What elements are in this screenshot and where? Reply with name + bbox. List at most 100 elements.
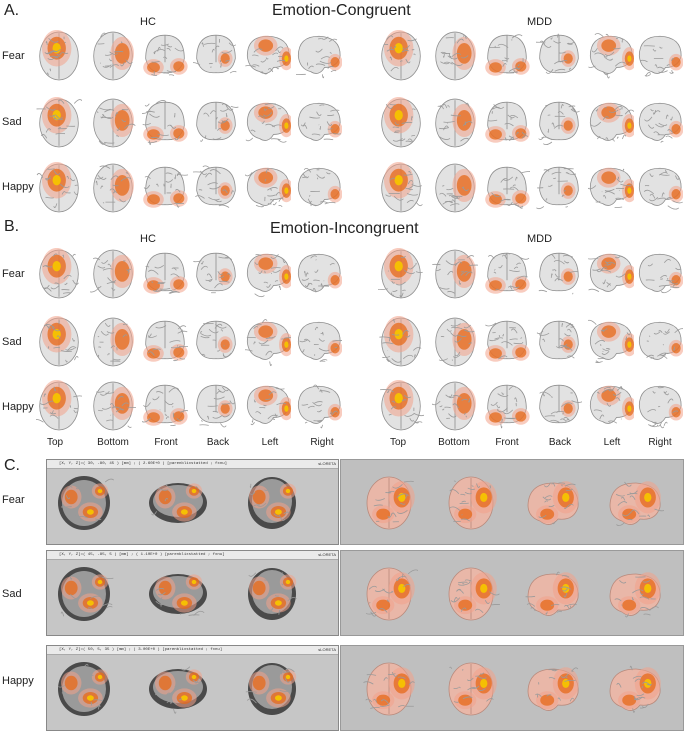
brain-incongruent-mdd-happy-bottom [432, 380, 478, 432]
brain-congruent-hc-fear-left [245, 30, 291, 82]
view-label-front-hc: Front [154, 437, 178, 448]
cortex-render-fear-4 [606, 475, 664, 531]
panel-a-title: Emotion-Congruent [272, 2, 411, 19]
view-label-left-mdd: Left [603, 437, 621, 448]
brain-incongruent-mdd-sad-right [637, 316, 683, 368]
panel-a-hc-label: HC [140, 16, 156, 28]
brain-incongruent-mdd-sad-bottom [432, 316, 478, 368]
cortex-render-fear-1 [360, 475, 418, 531]
panel-a-happy-label: Happy [2, 181, 34, 193]
view-label-front-mdd: Front [495, 437, 519, 448]
view-label-back-hc: Back [206, 437, 230, 448]
panel-c-sad-label: Sad [2, 588, 22, 600]
brain-incongruent-hc-happy-left [245, 380, 291, 432]
mni-slice-sad-sagittal [146, 564, 210, 624]
panel-b-fear-label: Fear [2, 268, 25, 280]
view-label-left-hc: Left [261, 437, 279, 448]
brain-congruent-hc-happy-left [245, 162, 291, 214]
sloreta-tag-sad: sLORETA [318, 552, 336, 557]
cortex-render-fear-2 [442, 475, 500, 531]
brain-incongruent-hc-fear-front [142, 248, 188, 300]
brain-congruent-mdd-happy-left [588, 162, 634, 214]
brain-incongruent-hc-sad-back [193, 316, 239, 368]
brain-congruent-hc-happy-front [142, 162, 188, 214]
view-label-bottom-mdd: Bottom [438, 437, 470, 448]
view-label-top-mdd: Top [389, 437, 407, 448]
brain-congruent-hc-happy-bottom [90, 162, 136, 214]
brain-incongruent-mdd-fear-left [588, 248, 634, 300]
brain-incongruent-mdd-sad-front [484, 316, 530, 368]
panel-c-fear-label: Fear [2, 494, 25, 506]
brain-congruent-hc-fear-back [193, 30, 239, 82]
brain-congruent-mdd-happy-front [484, 162, 530, 214]
brain-congruent-mdd-happy-top [378, 162, 424, 214]
view-label-bottom-hc: Bottom [97, 437, 129, 448]
brain-congruent-hc-fear-bottom [90, 30, 136, 82]
view-label-top-hc: Top [46, 437, 64, 448]
brain-incongruent-mdd-happy-top [378, 380, 424, 432]
brain-incongruent-hc-sad-left [245, 316, 291, 368]
brain-incongruent-hc-fear-back [193, 248, 239, 300]
panel-c-happy-label: Happy [2, 675, 34, 687]
brain-congruent-hc-sad-bottom [90, 97, 136, 149]
brain-congruent-mdd-sad-right [637, 97, 683, 149]
slice-header-fear: [X, Y, Z]=( 30, -80, 45 ) [mm] ; ( 2.60E… [47, 460, 338, 469]
brain-congruent-mdd-happy-back [536, 162, 582, 214]
brain-incongruent-mdd-sad-left [588, 316, 634, 368]
brain-congruent-hc-happy-top [36, 162, 82, 214]
cortex-render-happy-4 [606, 661, 664, 717]
brain-incongruent-mdd-fear-front [484, 248, 530, 300]
cortex-render-sad-3 [524, 566, 582, 622]
brain-incongruent-hc-sad-right [296, 316, 342, 368]
brain-congruent-mdd-fear-right [637, 30, 683, 82]
sloreta-tag-happy: sLORETA [318, 647, 336, 652]
brain-incongruent-hc-fear-bottom [90, 248, 136, 300]
brain-incongruent-hc-happy-back [193, 380, 239, 432]
brain-incongruent-mdd-happy-right [637, 380, 683, 432]
view-label-right-hc: Right [310, 437, 334, 448]
brain-congruent-hc-sad-top [36, 97, 82, 149]
mni-slice-sad-axial [52, 564, 116, 624]
panel-b-sad-label: Sad [2, 336, 22, 348]
brain-congruent-mdd-fear-left [588, 30, 634, 82]
brain-incongruent-mdd-fear-back [536, 248, 582, 300]
brain-congruent-mdd-fear-back [536, 30, 582, 82]
view-label-back-mdd: Back [548, 437, 572, 448]
view-label-right-mdd: Right [648, 437, 672, 448]
brain-incongruent-hc-sad-top [36, 316, 82, 368]
panel-a-sad-label: Sad [2, 116, 22, 128]
panel-a-letter: A. [4, 2, 20, 19]
mni-slice-happy-sagittal [146, 659, 210, 719]
cortex-render-sad-2 [442, 566, 500, 622]
brain-incongruent-hc-fear-right [296, 248, 342, 300]
brain-incongruent-hc-happy-front [142, 380, 188, 432]
panel-a-fear-label: Fear [2, 50, 25, 62]
cortex-render-happy-2 [442, 661, 500, 717]
brain-congruent-mdd-sad-left [588, 97, 634, 149]
brain-incongruent-hc-fear-left [245, 248, 291, 300]
brain-incongruent-hc-happy-bottom [90, 380, 136, 432]
brain-incongruent-mdd-happy-back [536, 380, 582, 432]
brain-incongruent-mdd-fear-top [378, 248, 424, 300]
mni-slice-fear-coronal [240, 473, 304, 533]
brain-congruent-hc-sad-left [245, 97, 291, 149]
cortex-render-sad-4 [606, 566, 664, 622]
panel-a-mdd-label: MDD [527, 16, 553, 28]
brain-congruent-hc-sad-right [296, 97, 342, 149]
brain-incongruent-mdd-fear-bottom [432, 248, 478, 300]
brain-congruent-hc-happy-back [193, 162, 239, 214]
mni-slice-happy-axial [52, 659, 116, 719]
brain-congruent-mdd-happy-right [637, 162, 683, 214]
sloreta-tag-fear: sLORETA [318, 461, 336, 466]
brain-congruent-mdd-fear-top [378, 30, 424, 82]
brain-congruent-mdd-sad-top [378, 97, 424, 149]
panel-b-happy-label: Happy [2, 401, 34, 413]
brain-congruent-hc-sad-back [193, 97, 239, 149]
brain-congruent-hc-sad-front [142, 97, 188, 149]
panel-b-mdd-label: MDD [527, 233, 553, 245]
brain-incongruent-hc-fear-top [36, 248, 82, 300]
panel-b-letter: B. [4, 218, 20, 235]
mni-slice-fear-axial [52, 473, 116, 533]
brain-congruent-hc-fear-top [36, 30, 82, 82]
brain-incongruent-mdd-fear-right [637, 248, 683, 300]
